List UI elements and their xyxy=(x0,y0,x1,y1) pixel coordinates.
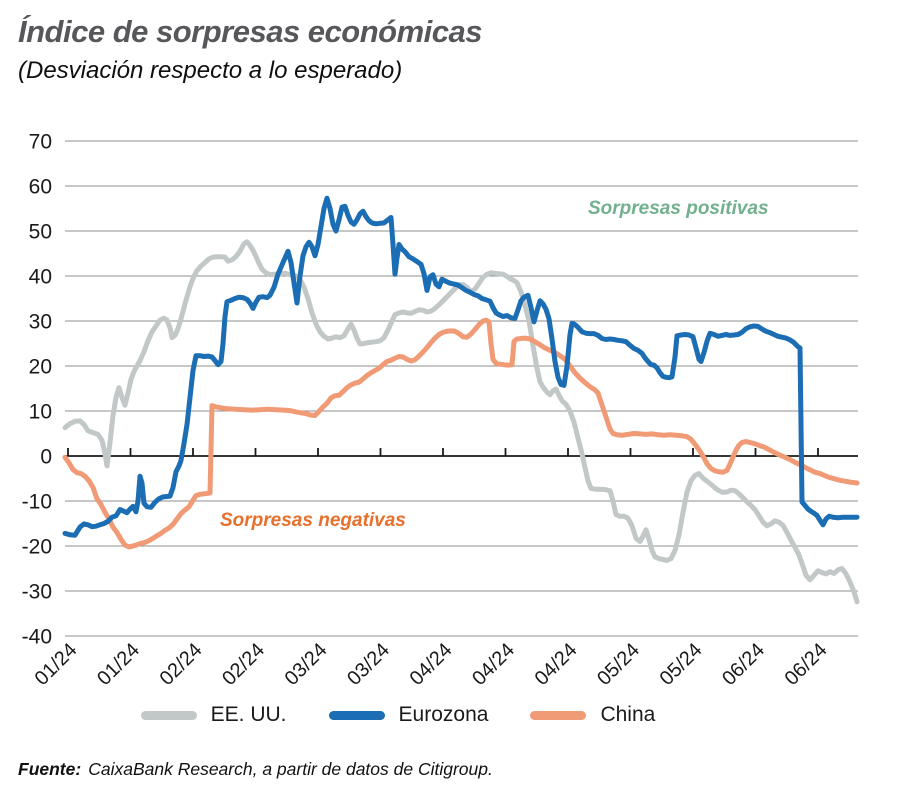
x-tick-label: 03/24 xyxy=(281,639,332,690)
source-note: Fuente: CaixaBank Research, a partir de d… xyxy=(18,759,493,780)
y-tick-label: 60 xyxy=(29,176,52,199)
y-tick-label: -10 xyxy=(22,491,52,514)
legend-item-eurozona: Eurozona xyxy=(328,703,489,727)
source-text: CaixaBank Research, a partir de datos de… xyxy=(88,759,493,779)
x-tick-label: 06/24 xyxy=(718,639,769,690)
y-tick-label: 20 xyxy=(29,356,52,379)
legend-swatch xyxy=(140,710,197,720)
x-tick-label: 04/24 xyxy=(531,639,582,690)
source-label: Fuente: xyxy=(18,759,82,779)
legend-item-eeuu: EE. UU. xyxy=(140,703,287,727)
legend-label: Eurozona xyxy=(398,703,489,726)
chart-subtitle: (Desviación respecto a lo esperado) xyxy=(18,57,403,84)
x-tick-label: 04/24 xyxy=(406,639,457,690)
series-line-china xyxy=(62,317,860,550)
x-tick-label: 05/24 xyxy=(593,639,644,690)
y-tick-label: 70 xyxy=(29,131,52,154)
annotation-negative: Sorpresas negativas xyxy=(220,510,406,531)
x-tick-label: 02/24 xyxy=(156,639,207,690)
y-tick-label: 50 xyxy=(29,221,52,244)
chart-title: Índice de sorpresas económicas xyxy=(18,14,483,49)
y-tick-label: 10 xyxy=(29,401,52,424)
x-tick-label: 03/24 xyxy=(343,639,394,690)
legend-swatch xyxy=(328,710,385,720)
y-tick-label: 30 xyxy=(29,311,52,334)
legend-label: EE. UU. xyxy=(210,703,287,726)
x-tick-label: 05/24 xyxy=(656,639,707,690)
y-tick-label: 40 xyxy=(29,266,52,289)
legend-label: China xyxy=(600,703,656,726)
series-line-eurozona xyxy=(62,195,860,538)
y-tick-label: -30 xyxy=(22,581,52,604)
annotation-positive: Sorpresas positivas xyxy=(588,198,769,219)
y-tick-label: -20 xyxy=(22,536,52,559)
series-line-eeuu xyxy=(62,239,860,605)
x-tick-label: 04/24 xyxy=(468,639,519,690)
x-tick-label: 06/24 xyxy=(781,639,832,690)
x-tick-label: 01/24 xyxy=(93,639,144,690)
legend-swatch xyxy=(530,710,587,720)
x-tick-label: 02/24 xyxy=(218,639,269,690)
y-tick-label: -40 xyxy=(22,626,52,649)
y-tick-label: 0 xyxy=(40,446,52,469)
legend-item-china: China xyxy=(530,703,655,727)
legend: EE. UU. Eurozona China xyxy=(0,703,848,727)
